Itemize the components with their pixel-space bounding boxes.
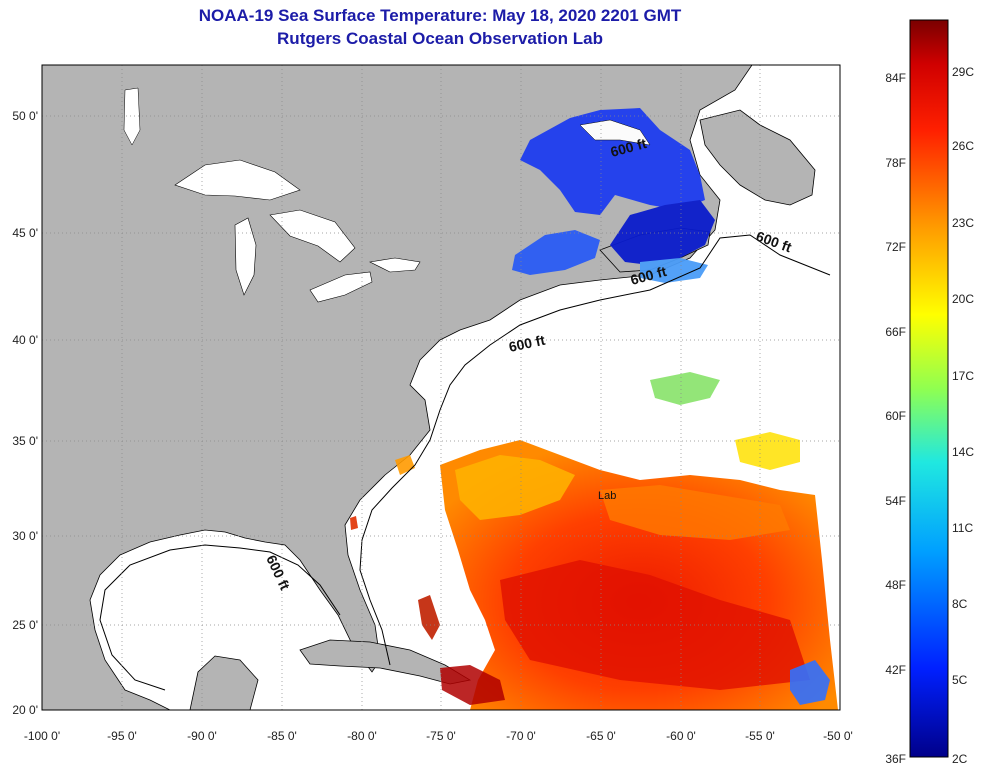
colorbar-f-label: 42F — [885, 663, 906, 677]
map-subtitle: Rutgers Coastal Ocean Observation Lab — [277, 29, 603, 48]
colorbar-f-label: 72F — [885, 240, 906, 254]
lon-tick: -75 0' — [426, 729, 456, 743]
colorbar-c-label: 11C — [952, 521, 973, 535]
longitude-axis: -100 0' -95 0' -90 0' -85 0' -80 0' -75 … — [24, 729, 853, 743]
colorbar-c-label: 2C — [952, 752, 968, 766]
map-frame — [41, 64, 841, 711]
lab-label: Lab — [598, 490, 616, 502]
lon-tick: -50 0' — [823, 729, 853, 743]
great-lakes — [174, 159, 421, 303]
lat-tick: 50 0' — [12, 109, 38, 123]
gulf-contour — [99, 544, 341, 691]
contour-label-4: 600 ft — [507, 332, 546, 355]
lake-winnipeg — [123, 87, 141, 146]
lon-tick: -65 0' — [586, 729, 616, 743]
colorbar-c-label: 5C — [952, 673, 968, 687]
colorbar-f-label: 78F — [885, 156, 906, 170]
land-newfoundland — [699, 109, 816, 206]
sst-cold-region — [512, 108, 715, 283]
bathymetry-contour — [359, 234, 831, 666]
lon-tick: -70 0' — [506, 729, 536, 743]
colorbar-c-label: 20C — [952, 292, 974, 306]
colorbar-c-label: 23C — [952, 216, 974, 230]
lat-tick: 40 0' — [12, 333, 38, 347]
lon-tick: -55 0' — [745, 729, 775, 743]
graticule — [42, 65, 840, 710]
lon-tick: -60 0' — [666, 729, 696, 743]
colorbar-f-label: 84F — [885, 71, 906, 85]
lon-tick: -85 0' — [267, 729, 297, 743]
lat-tick: 30 0' — [12, 529, 38, 543]
colorbar-c-label: 26C — [952, 139, 974, 153]
colorbar-gradient — [909, 19, 949, 758]
colorbar-c-label: 14C — [952, 445, 974, 459]
lon-tick: -100 0' — [24, 729, 60, 743]
lon-tick: -80 0' — [347, 729, 377, 743]
lat-tick: 45 0' — [12, 226, 38, 240]
colorbar-f-label: 54F — [885, 494, 906, 508]
colorbar-f-label: 60F — [885, 409, 906, 423]
map-title: NOAA-19 Sea Surface Temperature: May 18,… — [198, 6, 682, 25]
colorbar-f-label: 36F — [885, 752, 906, 766]
lon-tick: -90 0' — [187, 729, 217, 743]
lon-tick: -95 0' — [107, 729, 137, 743]
lat-tick: 35 0' — [12, 434, 38, 448]
colorbar-c-label: 29C — [952, 65, 974, 79]
lat-tick: 20 0' — [12, 703, 38, 717]
colorbar-c-label: 8C — [952, 597, 968, 611]
colorbar-f-label: 48F — [885, 578, 906, 592]
land-yucatan — [189, 655, 259, 710]
latitude-axis: 50 0' 45 0' 40 0' 35 0' 30 0' 25 0' 20 0… — [12, 109, 38, 717]
colorbar: 84F 78F 72F 66F 60F 54F 48F 42F 36F 29C … — [885, 19, 974, 766]
colorbar-f-label: 66F — [885, 325, 906, 339]
lat-tick: 25 0' — [12, 618, 38, 632]
colorbar-c-label: 17C — [952, 369, 974, 383]
